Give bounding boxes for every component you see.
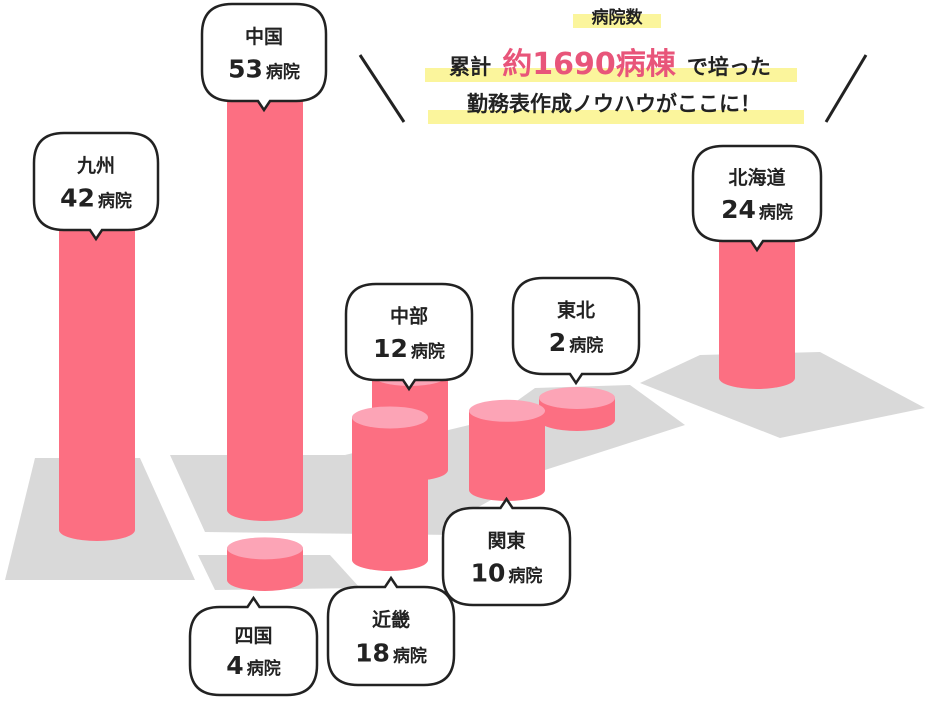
bubble-中部: 中部 12 病院 bbox=[344, 282, 474, 392]
headline-line1-prefix: 累計 bbox=[449, 55, 491, 79]
region-label: 中国 bbox=[245, 25, 283, 48]
region-label: 中部 bbox=[390, 304, 428, 327]
bubble-outline bbox=[326, 575, 456, 687]
headline: 病院数 累計 約1690病棟 で培った 勤務表作成ノウハウがここに！ bbox=[358, 7, 868, 124]
bar-body bbox=[227, 548, 303, 591]
region-label: 四国 bbox=[234, 625, 272, 647]
bubble-outline bbox=[441, 496, 572, 607]
bar-top bbox=[539, 387, 615, 409]
bubble-outline bbox=[188, 595, 319, 697]
bar-近畿 bbox=[352, 406, 428, 571]
region-label: 近畿 bbox=[372, 608, 410, 631]
bubble-九州: 九州 42 病院 bbox=[32, 131, 160, 242]
map-hokkaido bbox=[640, 352, 925, 438]
value-number: 4 bbox=[226, 651, 243, 680]
line1-highlight bbox=[425, 68, 797, 82]
bar-body bbox=[352, 417, 428, 571]
headline-slash-right bbox=[824, 54, 868, 123]
value-unit: 病院 bbox=[393, 645, 427, 666]
bar-body bbox=[227, 90, 303, 522]
value-unit: 病院 bbox=[98, 191, 132, 212]
bubble-関東: 関東 10 病院 bbox=[441, 496, 572, 607]
bar-body bbox=[59, 197, 135, 542]
value-number: 24 bbox=[721, 195, 756, 224]
value-number: 18 bbox=[355, 638, 390, 667]
bar-top bbox=[352, 406, 428, 429]
headline-line1: 累計 約1690病棟 で培った bbox=[449, 47, 771, 82]
region-label: 北海道 bbox=[728, 166, 785, 189]
bubble-outline bbox=[511, 276, 641, 386]
bubble-中国: 中国 53 病院 bbox=[200, 2, 328, 113]
headline-line1-accent: 約1690病棟 bbox=[502, 47, 676, 82]
bar-中国 bbox=[227, 79, 303, 522]
value-number: 53 bbox=[228, 55, 263, 84]
headline-slash-left bbox=[358, 54, 406, 123]
bubble-近畿: 近畿 18 病院 bbox=[326, 575, 456, 687]
value-number: 12 bbox=[373, 334, 408, 363]
bar-body bbox=[469, 410, 545, 501]
kicker-highlight bbox=[573, 14, 661, 28]
value-label: 24 病院 bbox=[721, 195, 793, 224]
headline-line1-suffix: で培った bbox=[687, 55, 771, 79]
value-label: 12 病院 bbox=[373, 334, 445, 363]
bar-top bbox=[469, 399, 545, 422]
bar-東北 bbox=[539, 387, 615, 431]
line2-highlight bbox=[428, 110, 804, 124]
value-label: 2 病院 bbox=[549, 328, 603, 357]
headline-kicker: 病院数 bbox=[592, 7, 644, 28]
value-number: 10 bbox=[471, 559, 506, 588]
value-label: 4 病院 bbox=[226, 651, 280, 680]
region-label: 関東 bbox=[487, 529, 525, 552]
bar-関東 bbox=[469, 399, 545, 501]
value-number: 2 bbox=[549, 328, 566, 357]
value-unit: 病院 bbox=[508, 566, 542, 587]
headline-line2: 勤務表作成ノウハウがここに！ bbox=[467, 92, 761, 116]
region-label: 東北 bbox=[557, 298, 595, 321]
bubble-outline bbox=[200, 2, 328, 113]
value-unit: 病院 bbox=[247, 658, 281, 679]
bar-top bbox=[227, 537, 303, 560]
value-unit: 病院 bbox=[759, 202, 793, 223]
value-label: 53 病院 bbox=[228, 55, 300, 84]
bubble-outline bbox=[344, 282, 474, 392]
value-unit: 病院 bbox=[266, 62, 300, 83]
value-unit: 病院 bbox=[569, 335, 603, 356]
bubble-北海道: 北海道 24 病院 bbox=[691, 144, 823, 253]
value-unit: 病院 bbox=[411, 341, 445, 362]
bubble-outline bbox=[691, 144, 823, 253]
value-label: 42 病院 bbox=[60, 184, 132, 213]
bubble-outline bbox=[32, 131, 160, 242]
bubble-東北: 東北 2 病院 bbox=[511, 276, 641, 386]
value-label: 10 病院 bbox=[471, 559, 543, 588]
bubble-四国: 四国 4 病院 bbox=[188, 595, 319, 697]
value-number: 42 bbox=[60, 184, 95, 213]
value-label: 18 病院 bbox=[355, 638, 427, 667]
bar-四国 bbox=[227, 537, 303, 591]
region-label: 九州 bbox=[76, 155, 115, 177]
